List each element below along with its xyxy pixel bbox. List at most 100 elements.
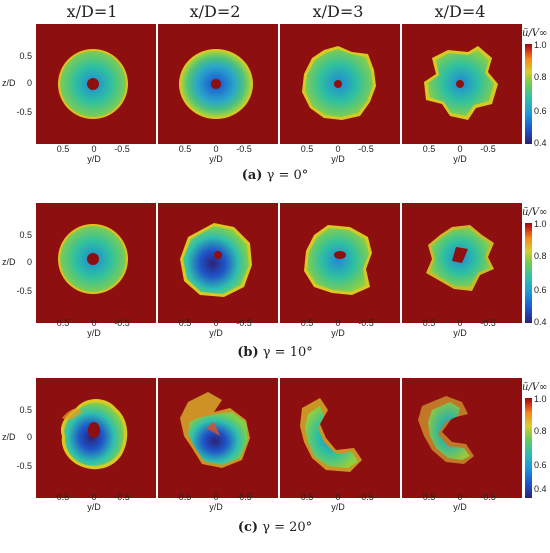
x-axis-label: y/D — [87, 328, 101, 338]
x-tick: 0 — [335, 492, 341, 502]
y-tick: 0.5 — [19, 405, 32, 415]
x-tick: -0.5 — [236, 318, 252, 328]
colorbar-title: ũ/V∞ — [522, 382, 548, 393]
x-tick: -0.5 — [358, 144, 374, 154]
colorbar — [525, 398, 532, 498]
column-header-3: x/D=3 — [312, 2, 364, 21]
x-tick: -0.5 — [236, 144, 252, 154]
x-tick: 0.5 — [56, 144, 70, 154]
subfigure-label: (b) — [237, 345, 259, 360]
wake-panel — [36, 24, 156, 144]
x-tick: 0 — [91, 318, 97, 328]
wake-panel — [280, 378, 400, 498]
wake-panel — [402, 203, 522, 323]
colorbar-tick: 0.8 — [534, 251, 547, 261]
subfigure-label: (c) — [237, 520, 259, 535]
x-tick: 0.5 — [178, 492, 192, 502]
subfigure-caption: (b) γ = 10° — [0, 345, 550, 360]
x-axis-label: y/D — [331, 154, 345, 164]
colorbar — [525, 223, 532, 323]
column-header-4: x/D=4 — [434, 2, 486, 21]
x-tick: 0 — [457, 318, 463, 328]
colorbar-tick: 0.8 — [534, 426, 547, 436]
x-axis-label: y/D — [209, 154, 223, 164]
x-tick: 0.5 — [300, 318, 314, 328]
wake-panel — [36, 378, 156, 498]
y-tick: 0 — [26, 78, 32, 88]
x-tick: -0.5 — [114, 144, 130, 154]
x-tick: 0 — [213, 144, 219, 154]
wake-panel — [158, 24, 278, 144]
x-axis-label: y/D — [87, 154, 101, 164]
x-tick: 0.5 — [300, 144, 314, 154]
x-tick: 0.5 — [56, 318, 70, 328]
subfigure-caption-text: γ = 20° — [262, 520, 313, 535]
row-b: 0.5 0 -0.5 z/D — [0, 203, 550, 378]
x-tick: -0.5 — [480, 144, 496, 154]
x-tick: -0.5 — [480, 318, 496, 328]
x-axis-label: y/D — [331, 502, 345, 512]
x-tick: -0.5 — [480, 492, 496, 502]
row-a: 0.5 0 -0.5 z/D — [0, 24, 550, 199]
x-axis-label: y/D — [453, 328, 467, 338]
x-tick: 0.5 — [422, 144, 436, 154]
wake-panel — [158, 378, 278, 498]
subfigure-caption-text: γ = 0° — [266, 168, 309, 183]
wake-panel — [280, 203, 400, 323]
colorbar-tick: 1.0 — [534, 394, 547, 404]
subfigure-caption-text: γ = 10° — [262, 345, 313, 360]
subfigure-caption: (a) γ = 0° — [0, 168, 550, 183]
colorbar-tick: 1.0 — [534, 40, 547, 50]
x-tick: 0.5 — [422, 318, 436, 328]
x-axis-label: y/D — [87, 502, 101, 512]
x-tick: 0.5 — [422, 492, 436, 502]
wake-panel — [402, 378, 522, 498]
y-axis-label: z/D — [2, 78, 16, 88]
x-tick: 0 — [213, 492, 219, 502]
colorbar-tick: 0.4 — [534, 484, 547, 494]
colorbar-tick: 0.8 — [534, 72, 547, 82]
wake-panel — [280, 24, 400, 144]
x-tick: -0.5 — [114, 318, 130, 328]
y-axis-label: z/D — [2, 432, 16, 442]
x-tick: 0 — [91, 144, 97, 154]
subfigure-label: (a) — [241, 168, 263, 183]
colorbar-tick: 1.0 — [534, 219, 547, 229]
x-tick: 0.5 — [178, 318, 192, 328]
y-tick: 0.5 — [19, 230, 32, 240]
y-tick: 0 — [26, 257, 32, 267]
wake-panel — [158, 203, 278, 323]
colorbar-title: ũ/V∞ — [522, 207, 548, 218]
y-tick: 0.5 — [19, 51, 32, 61]
subfigure-caption: (c) γ = 20° — [0, 520, 550, 535]
x-axis-label: y/D — [453, 502, 467, 512]
colorbar-tick: 0.6 — [534, 106, 547, 116]
x-tick: 0 — [335, 318, 341, 328]
wake-panel — [36, 203, 156, 323]
row-c: 0.5 0 -0.5 z/D 0.5 — [0, 378, 550, 553]
x-axis-label: y/D — [209, 502, 223, 512]
x-tick: 0 — [335, 144, 341, 154]
x-tick: 0.5 — [56, 492, 70, 502]
y-tick: -0.5 — [16, 461, 32, 471]
wake-panel — [402, 24, 522, 144]
x-tick: -0.5 — [236, 492, 252, 502]
colorbar-title: ũ/V∞ — [522, 28, 548, 39]
x-axis-label: y/D — [331, 328, 345, 338]
colorbar — [525, 44, 532, 144]
x-tick: -0.5 — [358, 492, 374, 502]
y-tick: -0.5 — [16, 107, 32, 117]
x-tick: -0.5 — [358, 318, 374, 328]
x-tick: 0.5 — [300, 492, 314, 502]
x-tick: -0.5 — [114, 492, 130, 502]
colorbar-tick: 0.4 — [534, 317, 547, 327]
column-header-2: x/D=2 — [189, 2, 241, 21]
column-header-1: x/D=1 — [66, 2, 118, 21]
colorbar-tick: 0.6 — [534, 460, 547, 470]
x-tick: 0.5 — [178, 144, 192, 154]
x-tick: 0 — [457, 144, 463, 154]
colorbar-tick: 0.4 — [534, 138, 547, 148]
x-axis-label: y/D — [453, 154, 467, 164]
y-tick: -0.5 — [16, 286, 32, 296]
x-tick: 0 — [213, 318, 219, 328]
